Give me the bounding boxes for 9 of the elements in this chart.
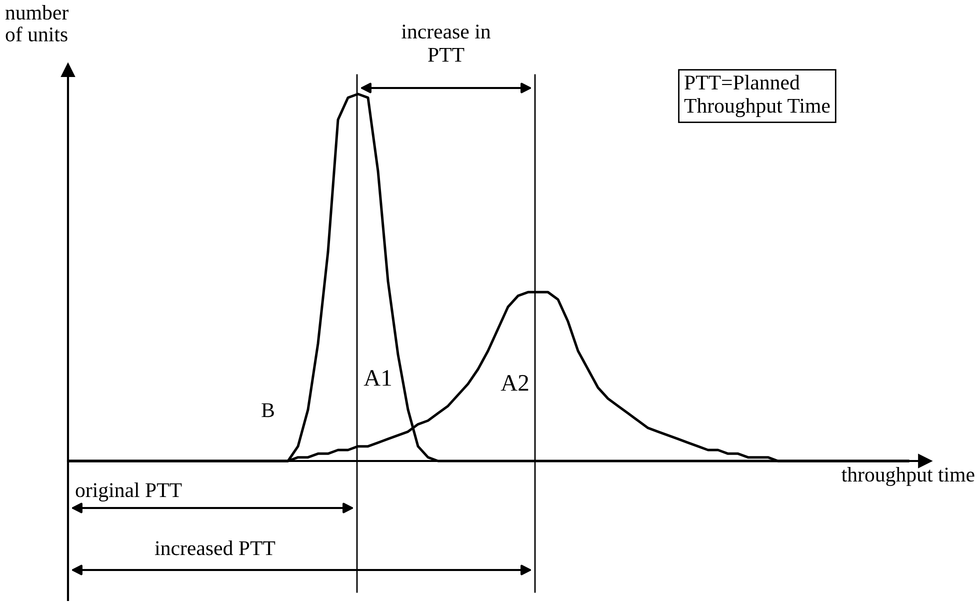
series-label: A2 bbox=[500, 375, 528, 391]
x-axis-title: throughput time bbox=[842, 467, 974, 486]
annotation: B bbox=[262, 403, 274, 418]
series-label: A1 bbox=[364, 370, 392, 386]
text: original PTT bbox=[76, 482, 182, 502]
annotation: PTT=Planned Throughput Time bbox=[684, 74, 830, 118]
text: increase in PTT bbox=[402, 24, 491, 62]
y-axis-title: number of units bbox=[5, 5, 68, 42]
text: increased PTT bbox=[154, 540, 276, 556]
